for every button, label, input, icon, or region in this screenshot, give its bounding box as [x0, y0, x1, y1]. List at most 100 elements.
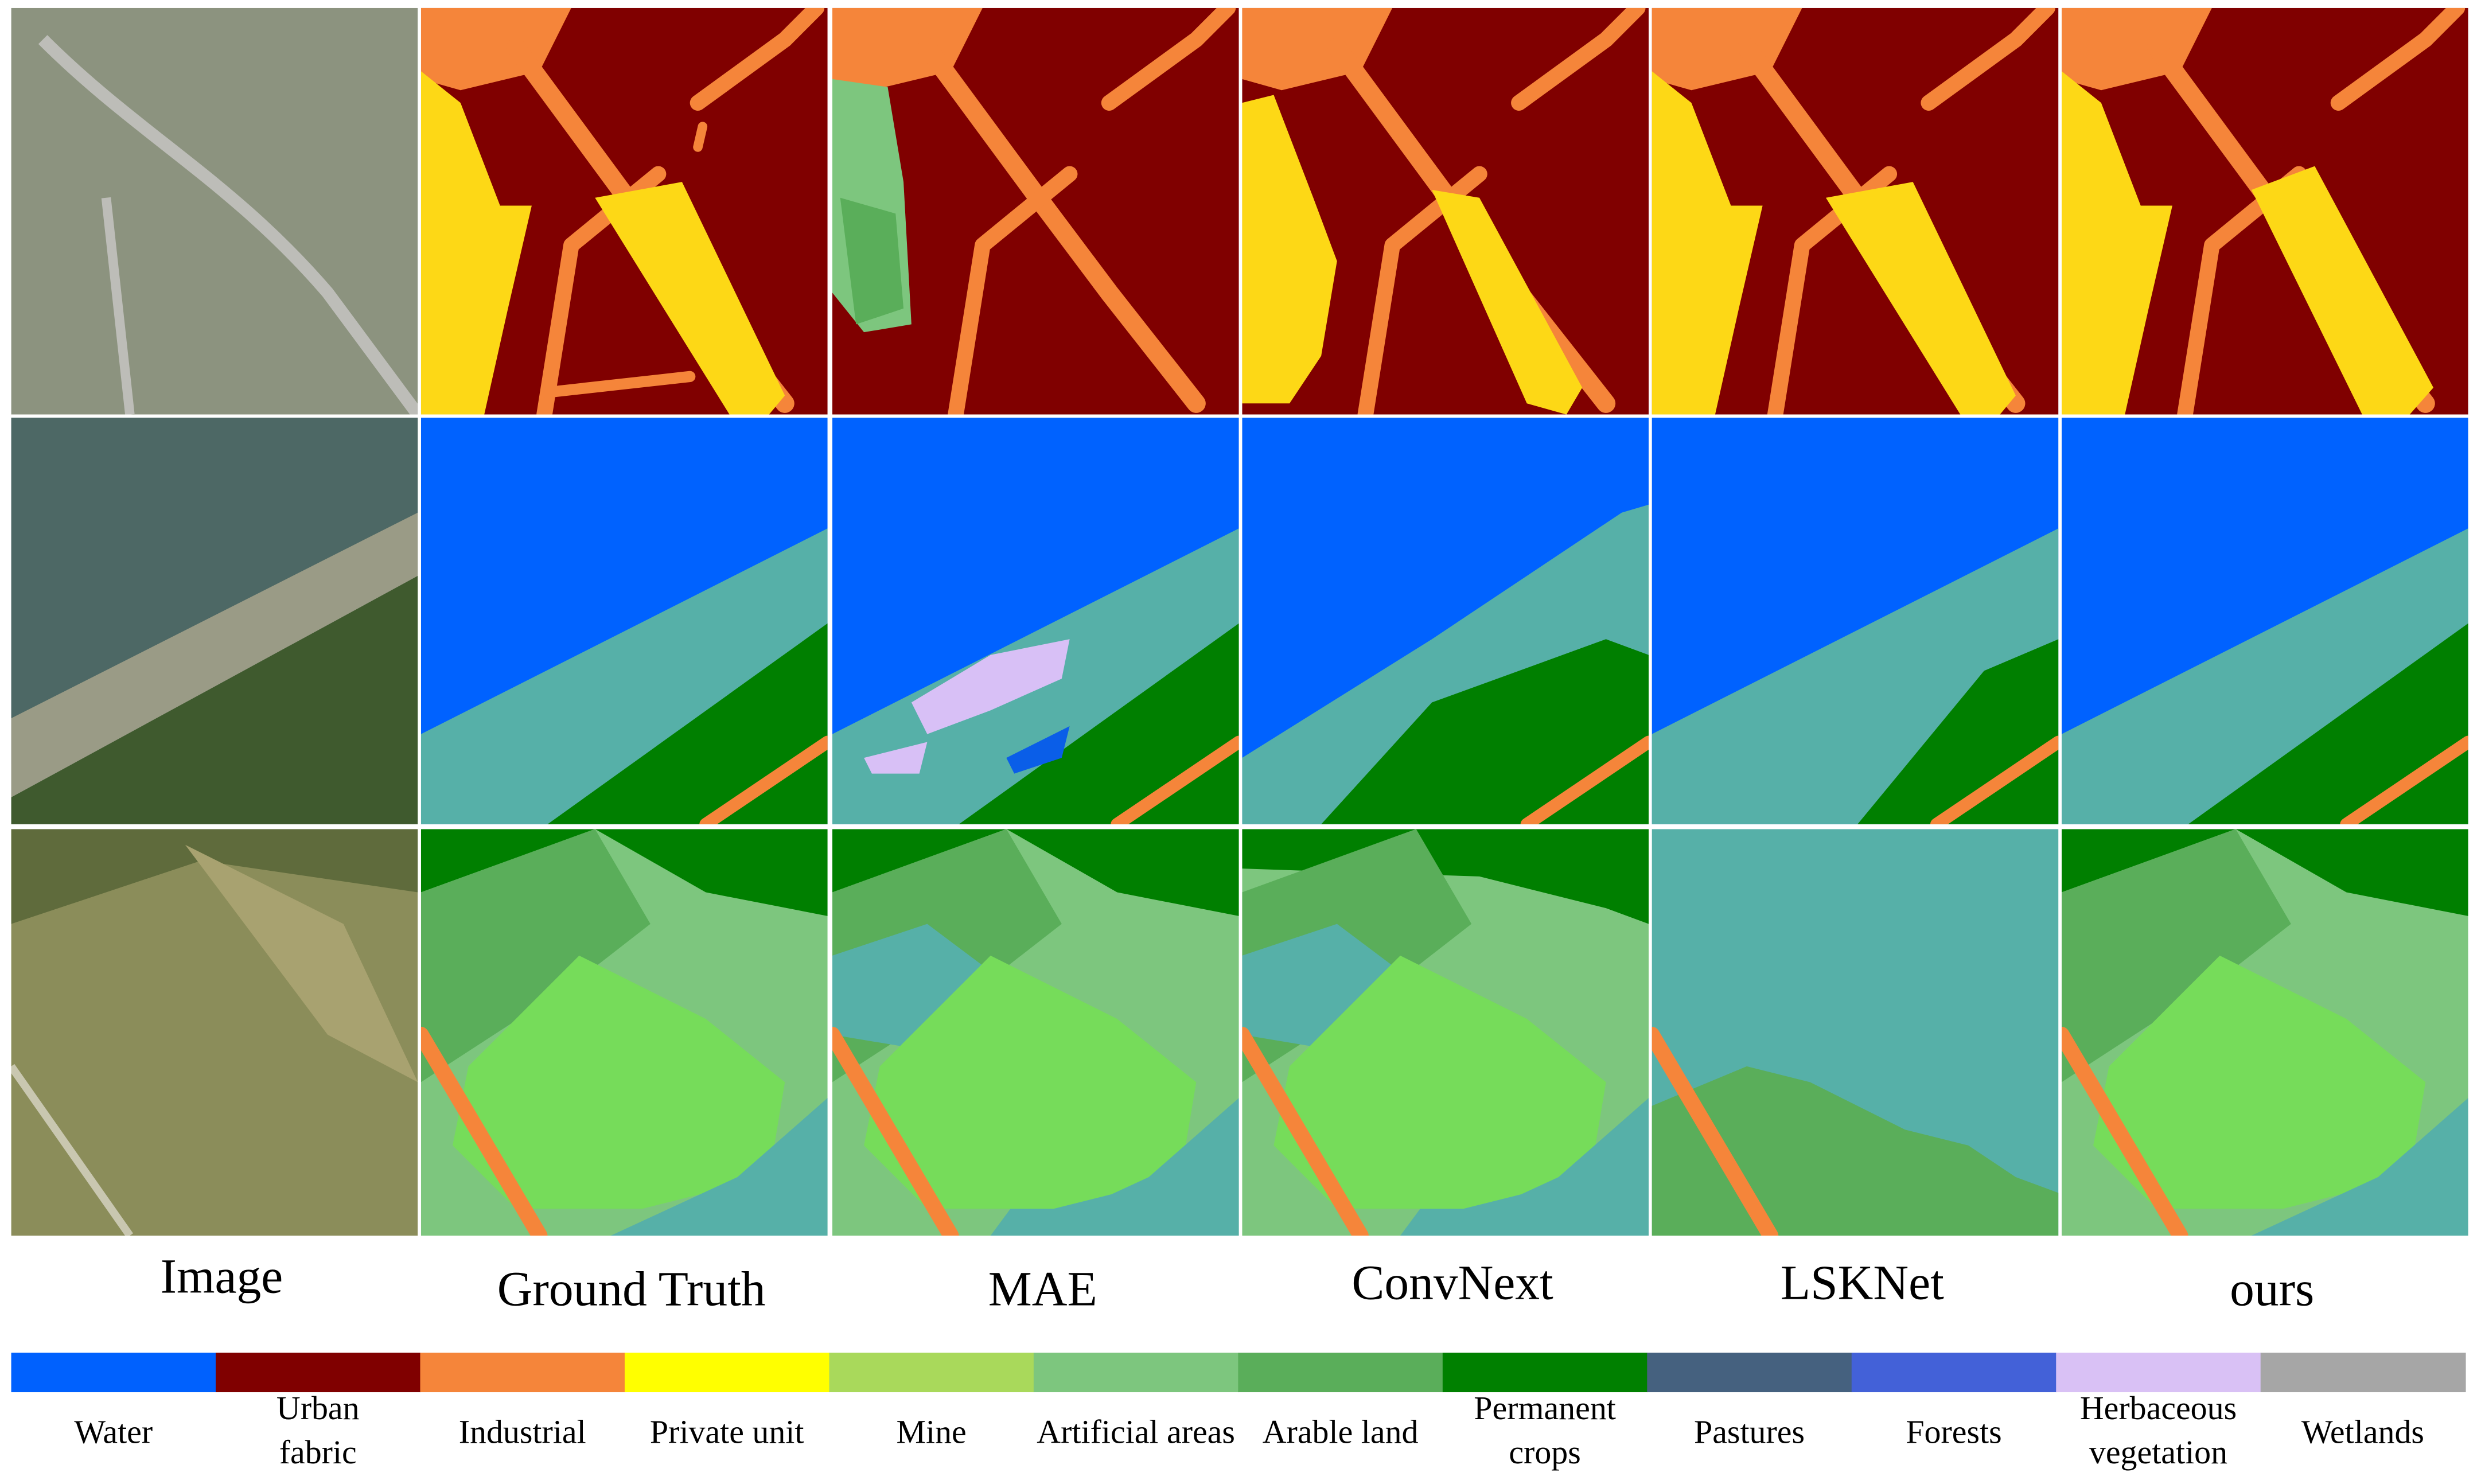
legend-label: Forests: [1906, 1413, 2001, 1450]
region: [1825, 182, 2016, 415]
legend-label: Water: [74, 1413, 153, 1450]
legend-label-line: Private unit: [650, 1413, 804, 1450]
legend-label-line: Forests: [1906, 1413, 2001, 1450]
segmentation-map: [1652, 829, 2059, 1236]
segmentation-map: [420, 829, 828, 1236]
region: [1242, 1026, 1369, 1236]
region: [864, 955, 1197, 1209]
legend-swatch: [624, 1353, 830, 1393]
region: [690, 7, 825, 111]
legend-label-line: fabric: [279, 1434, 357, 1471]
region: [2061, 829, 2291, 1082]
region: [2093, 955, 2426, 1209]
image-feature: [11, 512, 418, 798]
column-label: MAE: [988, 1263, 1097, 1316]
aerial-image: [11, 829, 418, 1236]
segmentation-map: [2061, 7, 2468, 415]
legend-label: Industrial: [459, 1413, 586, 1450]
region: [840, 197, 904, 325]
segmentation-map: [420, 7, 828, 415]
legend-label: Urban fabric: [276, 1389, 360, 1471]
image-feature: [38, 35, 418, 415]
region: [832, 1026, 959, 1236]
column-label: ConvNext: [1351, 1256, 1553, 1310]
aerial-image: [11, 7, 418, 415]
image-feature: [185, 844, 418, 1082]
segmentation-map: [832, 829, 1239, 1236]
region: [2251, 166, 2434, 415]
legend-swatch: [1238, 1353, 1444, 1393]
legend-label: Artificial areas: [1037, 1413, 1235, 1450]
region: [1101, 7, 1236, 111]
region: [1511, 7, 1646, 111]
region: [595, 182, 785, 415]
legend-label-line: Arable land: [1263, 1413, 1419, 1450]
legend-label-line: Pastures: [1694, 1413, 1805, 1450]
legend-swatch: [829, 1353, 1035, 1393]
region: [1273, 955, 1606, 1209]
segmentation-map: [2061, 418, 2468, 824]
column-label: Ground Truth: [497, 1263, 766, 1316]
legend-swatch: [420, 1353, 626, 1393]
legend-label-line: Wetlands: [2301, 1413, 2424, 1450]
region: [1930, 735, 2059, 824]
region: [948, 166, 1078, 415]
segmentation-map: [420, 418, 828, 824]
region: [1520, 735, 1649, 824]
region: [917, 38, 1206, 413]
segmentation-map: [832, 418, 1239, 824]
segmentation-map: [1652, 7, 2059, 415]
image-feature: [11, 418, 418, 719]
image-feature: [101, 197, 135, 415]
legend-swatch: [2056, 1353, 2262, 1393]
legend-swatch: [11, 1353, 217, 1393]
region: [699, 735, 828, 824]
aerial-image: [11, 418, 418, 824]
segmentation-map: [1652, 418, 2059, 824]
segmentation-map: [1242, 829, 1649, 1236]
region: [1652, 71, 1763, 415]
legend-label: Herbaceous vegetation: [2080, 1389, 2237, 1471]
region: [420, 1026, 548, 1236]
region: [2061, 1026, 2188, 1236]
legend-swatch: [2260, 1353, 2466, 1393]
region: [1921, 7, 2055, 111]
cell-borders: [8, 5, 2470, 1237]
segmentation-map: [2061, 829, 2468, 1236]
image-feature: [11, 1064, 134, 1236]
region: [420, 829, 828, 916]
legend-label-line: Water: [74, 1413, 153, 1450]
region: [1432, 1098, 1649, 1236]
segmentation-map: [832, 7, 1239, 415]
region: [1321, 639, 1649, 824]
legend-label: Pastures: [1694, 1413, 1805, 1450]
region: [1111, 735, 1239, 824]
segmentation-map: [1242, 418, 1649, 824]
legend-label-line: Urban: [276, 1389, 360, 1427]
region: [2340, 735, 2468, 824]
region: [2251, 1098, 2468, 1236]
region: [1006, 726, 1070, 774]
legend-label: Permanent crops: [1474, 1389, 1616, 1471]
legend-label: Mine: [897, 1413, 967, 1450]
legend-swatch: [1647, 1353, 1853, 1393]
legend-swatch: [1442, 1353, 1648, 1393]
legend-label: Private unit: [650, 1413, 804, 1450]
region: [420, 71, 532, 415]
legend-swatch: [1851, 1353, 2057, 1393]
segmentation-map: [1242, 7, 1649, 415]
region: [2330, 7, 2466, 111]
legend-label: Arable land: [1263, 1413, 1419, 1450]
region: [2061, 71, 2172, 415]
legend-label-line: vegetation: [2089, 1434, 2227, 1471]
region: [542, 371, 696, 398]
legend-label-line: Industrial: [459, 1413, 586, 1450]
image-feature: [11, 829, 418, 924]
column-label: LSKNet: [1781, 1256, 1944, 1310]
legend-label-line: crops: [1509, 1434, 1580, 1471]
region: [453, 955, 785, 1209]
region: [1652, 1026, 1779, 1236]
legend-label: Wetlands: [2301, 1413, 2424, 1450]
column-label: ours: [2230, 1263, 2314, 1316]
